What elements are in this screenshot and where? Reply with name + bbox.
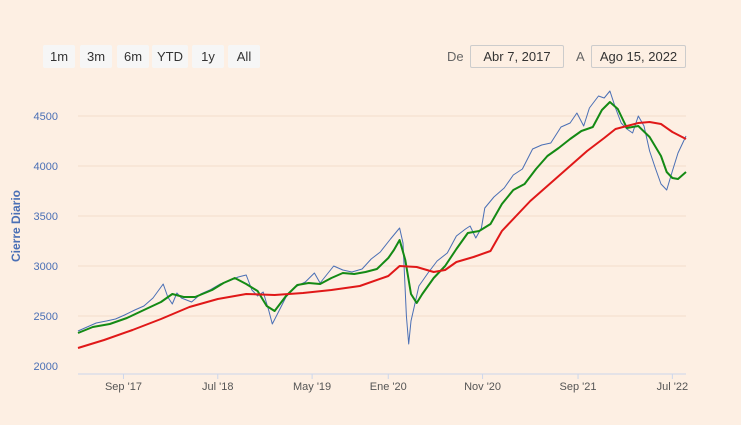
x-tick-label: Nov '20: [464, 381, 501, 393]
range-3m-button[interactable]: 3m: [80, 45, 112, 68]
from-date-label: De: [447, 49, 464, 64]
series-line-close: [77, 90, 687, 345]
from-date-input[interactable]: Abr 7, 2017: [470, 45, 564, 68]
range-6m-button[interactable]: 6m: [117, 45, 149, 68]
to-date-label: A: [576, 49, 585, 64]
series-line-ma-long: [77, 121, 687, 349]
y-axis-title: Cierre Diario: [9, 190, 23, 262]
x-tick-label: Sep '21: [560, 381, 597, 393]
range-1y-button[interactable]: 1y: [192, 45, 224, 68]
to-date-input[interactable]: Ago 15, 2022: [591, 45, 686, 68]
y-tick-label: 4500: [34, 111, 58, 123]
x-tick-label: Jul '18: [202, 381, 233, 393]
range-1m-button[interactable]: 1m: [43, 45, 75, 68]
x-tick-label: May '19: [293, 381, 331, 393]
y-tick-label: 3000: [34, 261, 58, 273]
y-tick-label: 3500: [34, 211, 58, 223]
gridlines: [78, 115, 686, 317]
y-tick-label: 2000: [34, 361, 58, 373]
x-tick-label: Jul '22: [657, 381, 688, 393]
x-axis-ticks: Sep '17 Jul '18 May '19 Ene '20 Nov '20 Sep '…: [105, 374, 688, 393]
y-tick-label: 4000: [34, 161, 58, 173]
range-all-button[interactable]: All: [228, 45, 260, 68]
x-tick-label: Ene '20: [370, 381, 407, 393]
y-axis-ticks: 2000 2500 3000 3500 4000 4500: [34, 111, 58, 373]
series-line-ma-short: [77, 101, 687, 334]
y-tick-label: 2500: [34, 311, 58, 323]
x-tick-label: Sep '17: [105, 381, 142, 393]
series-group: [77, 90, 687, 349]
range-ytd-button[interactable]: YTD: [152, 45, 188, 68]
